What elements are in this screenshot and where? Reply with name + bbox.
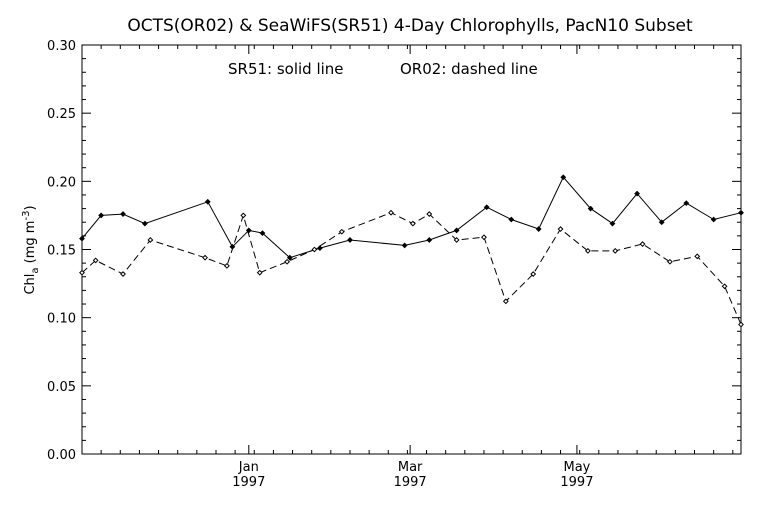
y-tick-label: 0.20 — [47, 175, 76, 190]
series-line-or02 — [81, 212, 742, 325]
data-point-or02 — [388, 209, 394, 216]
y-tick-label: 0.15 — [47, 244, 76, 259]
data-point-sr51 — [141, 220, 148, 227]
x-tick-label: Jan — [238, 460, 259, 475]
data-point-or02 — [426, 211, 433, 217]
data-point-sr51 — [120, 211, 126, 217]
data-point-or02 — [256, 269, 263, 276]
data-point-or02 — [612, 247, 619, 254]
data-point-or02 — [311, 246, 318, 253]
data-point-sr51 — [204, 198, 211, 205]
data-point-or02 — [666, 258, 673, 265]
x-tick-year: 1997 — [560, 475, 593, 490]
data-point-sr51 — [259, 230, 266, 237]
data-point-sr51 — [683, 200, 690, 207]
y-tick-label: 0.10 — [47, 312, 76, 327]
data-point-sr51 — [79, 235, 85, 242]
data-point-sr51 — [609, 220, 616, 227]
x-tick-label: May — [563, 460, 590, 475]
legend-note-or02: OR02: dashed line — [400, 60, 538, 78]
legend-note-sr51: SR51: solid line — [228, 60, 344, 78]
data-point-sr51 — [401, 242, 408, 249]
data-point-sr51 — [453, 227, 460, 234]
data-point-or02 — [481, 234, 487, 241]
data-point-or02 — [338, 228, 345, 235]
data-point-or02 — [202, 254, 208, 261]
data-point-or02 — [453, 237, 460, 243]
data-point-sr51 — [738, 209, 744, 216]
data-point-or02 — [284, 258, 290, 265]
data-point-sr51 — [634, 190, 640, 197]
data-point-sr51 — [658, 219, 665, 226]
y-axis: 0.00 0.05 0.10 0.15 0.20 0.25 0.30 — [47, 39, 741, 463]
data-point-or02 — [721, 283, 728, 290]
data-point-or02 — [79, 269, 85, 276]
x-tick-year: 1997 — [394, 475, 427, 490]
chart-title: OCTS(OR02) & SeaWiFS(SR51) 4-Day Chlorop… — [127, 16, 693, 36]
y-tick-label: 0.30 — [47, 39, 76, 54]
data-point-or02 — [557, 226, 564, 232]
data-point-or02 — [530, 271, 537, 277]
y-tick-label: 0.05 — [47, 380, 76, 395]
data-point-or02 — [147, 237, 154, 243]
data-point-sr51 — [508, 216, 515, 223]
series-layer — [79, 174, 744, 328]
data-point-sr51 — [286, 254, 293, 261]
y-tick-label: 0.25 — [47, 107, 76, 122]
data-point-or02 — [409, 220, 416, 227]
data-point-or02 — [694, 253, 701, 260]
data-point-or02 — [120, 271, 126, 277]
data-point-or02 — [639, 241, 646, 247]
data-point-sr51 — [426, 237, 433, 243]
y-axis-label: Chla (mg m-3) — [21, 205, 41, 294]
data-point-or02 — [240, 212, 247, 219]
data-point-or02 — [584, 247, 591, 254]
data-point-sr51 — [587, 205, 594, 212]
data-point-sr51 — [98, 212, 105, 219]
x-tick-year: 1997 — [232, 475, 265, 490]
data-point-or02 — [738, 321, 744, 328]
data-point-sr51 — [483, 204, 490, 211]
data-point-or02 — [502, 298, 509, 305]
data-point-or02 — [92, 257, 99, 264]
data-point-or02 — [224, 262, 230, 269]
data-point-sr51 — [710, 216, 717, 223]
data-point-sr51 — [535, 226, 542, 232]
data-point-sr51 — [560, 174, 567, 181]
x-tick-label: Mar — [398, 460, 423, 475]
y-tick-label: 0.00 — [47, 448, 76, 463]
data-point-sr51 — [347, 237, 353, 243]
data-point-sr51 — [316, 245, 323, 252]
